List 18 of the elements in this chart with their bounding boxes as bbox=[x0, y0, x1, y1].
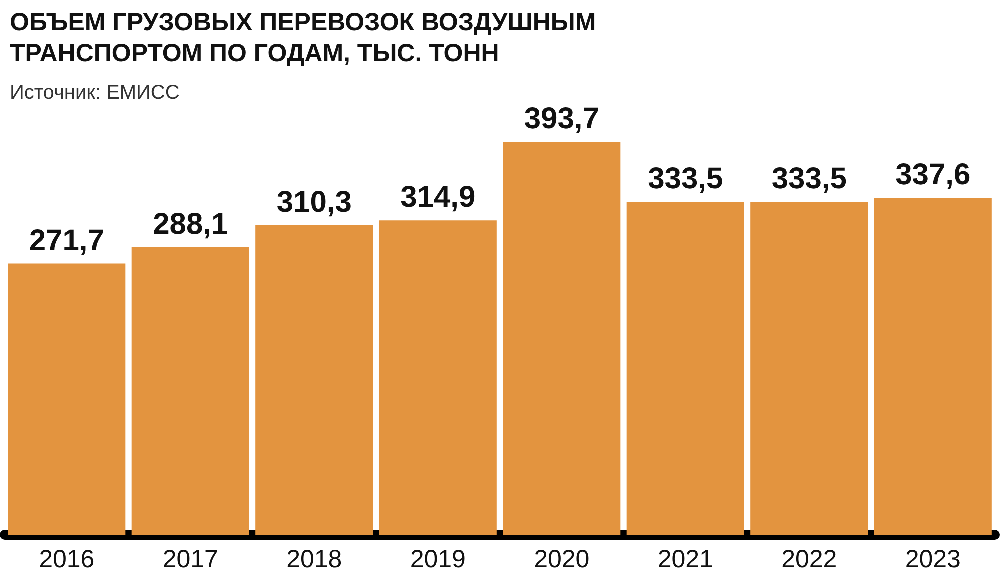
chart-title: ОБЪЕМ ГРУЗОВЫХ ПЕРЕВОЗОК ВОЗДУШНЫМ ТРАНСПОРТОМ ПО ГОДАМ, ТЫС. ТОНН bbox=[10, 8, 604, 68]
x-tick-label: 2017 bbox=[162, 546, 218, 574]
data-label: 333,5 bbox=[772, 162, 847, 196]
x-tick-label: 2022 bbox=[782, 546, 838, 574]
x-tick-label: 2019 bbox=[410, 546, 466, 574]
text: Источник: ЕМИСС bbox=[10, 82, 180, 104]
data-label: 288,1 bbox=[153, 208, 228, 241]
data-label: 271,7 bbox=[29, 224, 104, 258]
x-tick-label: 2023 bbox=[905, 546, 961, 574]
x-tick-label: 2018 bbox=[286, 546, 342, 574]
data-label: 314,9 bbox=[400, 181, 476, 214]
x-tick-label: 2021 bbox=[658, 546, 714, 574]
data-label: 310,3 bbox=[276, 186, 352, 219]
x-tick-label: 2020 bbox=[534, 546, 590, 574]
x-tick-label: 2016 bbox=[39, 546, 95, 574]
data-label: 337,6 bbox=[896, 158, 971, 192]
data-label: 393,7 bbox=[524, 102, 600, 136]
data-label: 333,5 bbox=[648, 162, 724, 196]
